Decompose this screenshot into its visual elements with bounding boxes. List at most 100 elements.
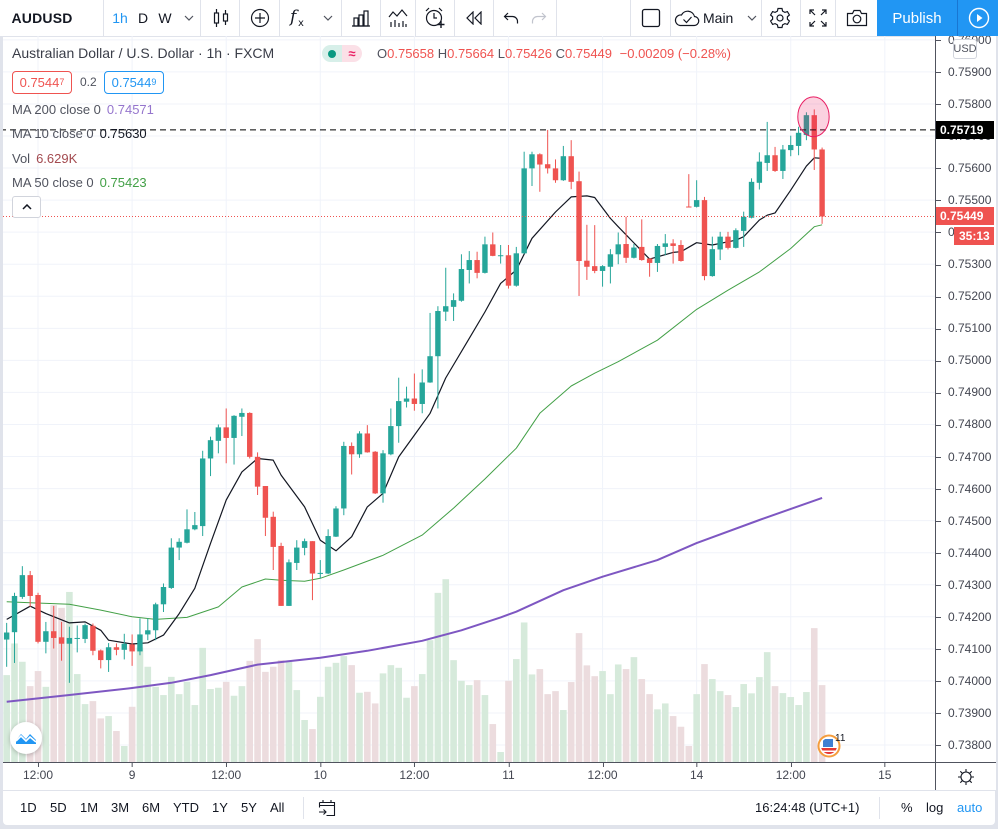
candle-body	[207, 440, 214, 459]
economic-event-flag-icon[interactable]	[817, 734, 841, 758]
candle-body	[701, 200, 708, 277]
price-tick-label: 0.74600	[936, 481, 991, 497]
sell-button[interactable]: 0.7544 7	[12, 71, 72, 94]
layout-select-button[interactable]	[635, 0, 667, 36]
candle	[176, 538, 182, 561]
save-layout-button[interactable]: Main	[674, 0, 758, 36]
auto-scale-toggle[interactable]: auto	[957, 800, 983, 815]
symbol-search-button[interactable]: AUDUSD	[11, 10, 73, 26]
volume-bar	[403, 697, 410, 762]
candle-body	[458, 269, 465, 301]
range-5d-button[interactable]: 5D	[50, 800, 67, 815]
ma200-legend[interactable]: MA 200 close 0 0.74571	[12, 102, 154, 117]
candle-body	[262, 486, 269, 518]
volume-bar	[42, 686, 50, 762]
templates-button[interactable]	[345, 0, 377, 36]
candle-body	[121, 643, 127, 650]
volume-bar	[779, 693, 787, 762]
candle	[764, 121, 770, 171]
redo-button[interactable]	[526, 0, 552, 36]
toolbar-divider	[761, 0, 762, 36]
collapse-legend-button[interactable]	[12, 196, 41, 218]
candle	[693, 180, 700, 208]
volume-bar	[152, 686, 159, 762]
alert-button[interactable]	[419, 0, 451, 36]
buy-button[interactable]: 0.7544 9	[104, 71, 164, 94]
volume-bar	[379, 673, 387, 762]
ma50-legend[interactable]: MA 50 close 0 0.75423	[12, 175, 147, 190]
undo-button[interactable]	[498, 0, 524, 36]
compare-button[interactable]	[383, 0, 413, 36]
high-value: 0.75664	[447, 46, 495, 61]
tradingview-logo[interactable]	[10, 722, 42, 754]
price-tick-label: 0.74800	[936, 416, 991, 432]
toolbar-divider	[200, 0, 201, 36]
candle-body	[403, 398, 410, 402]
candle	[780, 144, 786, 179]
publish-button[interactable]: Publish	[877, 0, 957, 36]
axis-settings-button[interactable]	[935, 762, 996, 790]
volume-bar	[34, 671, 42, 762]
market-status-badge[interactable]: ≈	[322, 45, 362, 62]
volume-bar	[513, 659, 520, 762]
compare-icon	[388, 9, 408, 27]
candle-body	[654, 245, 661, 263]
indicators-dropdown-button[interactable]	[319, 0, 337, 36]
snapshot-button[interactable]	[840, 0, 874, 36]
volume-bar	[646, 694, 653, 762]
ma10-legend[interactable]: MA 10 close 0 0.75630	[12, 126, 147, 141]
price-chart[interactable]	[0, 36, 935, 762]
volume-bar	[199, 647, 206, 762]
candle	[639, 219, 645, 261]
range-all-button[interactable]: All	[270, 800, 285, 815]
range-5y-button[interactable]: 5Y	[241, 800, 257, 815]
publish-menu-button[interactable]	[957, 0, 998, 36]
currency-button[interactable]: USD	[953, 39, 977, 59]
ask-pip: 9	[151, 76, 157, 87]
price-axis[interactable]: 0.760000.759000.758000.757000.756000.755…	[935, 36, 996, 762]
candle-body	[560, 156, 567, 181]
range-6m-button[interactable]: 6M	[142, 800, 161, 815]
range-ytd-button[interactable]: YTD	[173, 800, 199, 815]
candle	[3, 622, 10, 667]
candle-body	[98, 650, 104, 661]
candle-body	[670, 243, 676, 246]
volume-bar	[348, 665, 355, 762]
chart-settings-button[interactable]	[764, 0, 796, 36]
range-3m-button[interactable]: 3M	[111, 800, 130, 815]
clock-timezone[interactable]: 16:24:48 (UTC+1)	[755, 800, 860, 815]
candle-body	[215, 427, 222, 441]
range-1y-button[interactable]: 1Y	[212, 800, 228, 815]
go-to-date-button[interactable]	[318, 799, 336, 820]
add-symbol-button[interactable]	[244, 0, 276, 36]
interval-dropdown-button[interactable]	[180, 0, 198, 36]
candle	[388, 408, 394, 456]
candle-body	[466, 260, 472, 270]
fullscreen-button[interactable]	[803, 0, 833, 36]
candle	[341, 441, 347, 516]
replay-button[interactable]	[458, 0, 490, 36]
percent-scale-toggle[interactable]: %	[901, 800, 913, 815]
candle	[505, 244, 512, 289]
toolbar-divider	[556, 0, 557, 36]
interval-d-button[interactable]: D	[137, 10, 149, 26]
volume-legend[interactable]: Vol 6.629K	[12, 151, 77, 166]
volume-bar	[614, 664, 622, 762]
interval-w-button[interactable]: W	[158, 10, 172, 26]
time-axis[interactable]: 12:00 9 12:00 10 12:00 11 12:00 14 12:00 15	[3, 762, 935, 790]
high-label: H	[437, 46, 448, 61]
interval-1h-button[interactable]: 1h	[112, 10, 128, 26]
candle	[43, 621, 49, 654]
candle-body	[717, 236, 723, 250]
volume-bar	[763, 652, 771, 762]
candle-body	[3, 632, 10, 640]
range-1d-button[interactable]: 1D	[20, 800, 37, 815]
candle-body	[733, 230, 739, 248]
log-scale-toggle[interactable]: log	[926, 800, 944, 815]
candle-body	[184, 529, 190, 543]
range-1m-button[interactable]: 1M	[80, 800, 99, 815]
chart-type-button[interactable]	[205, 0, 237, 36]
chart-panel	[3, 37, 995, 789]
price-tick-label: 0.73800	[936, 737, 991, 753]
